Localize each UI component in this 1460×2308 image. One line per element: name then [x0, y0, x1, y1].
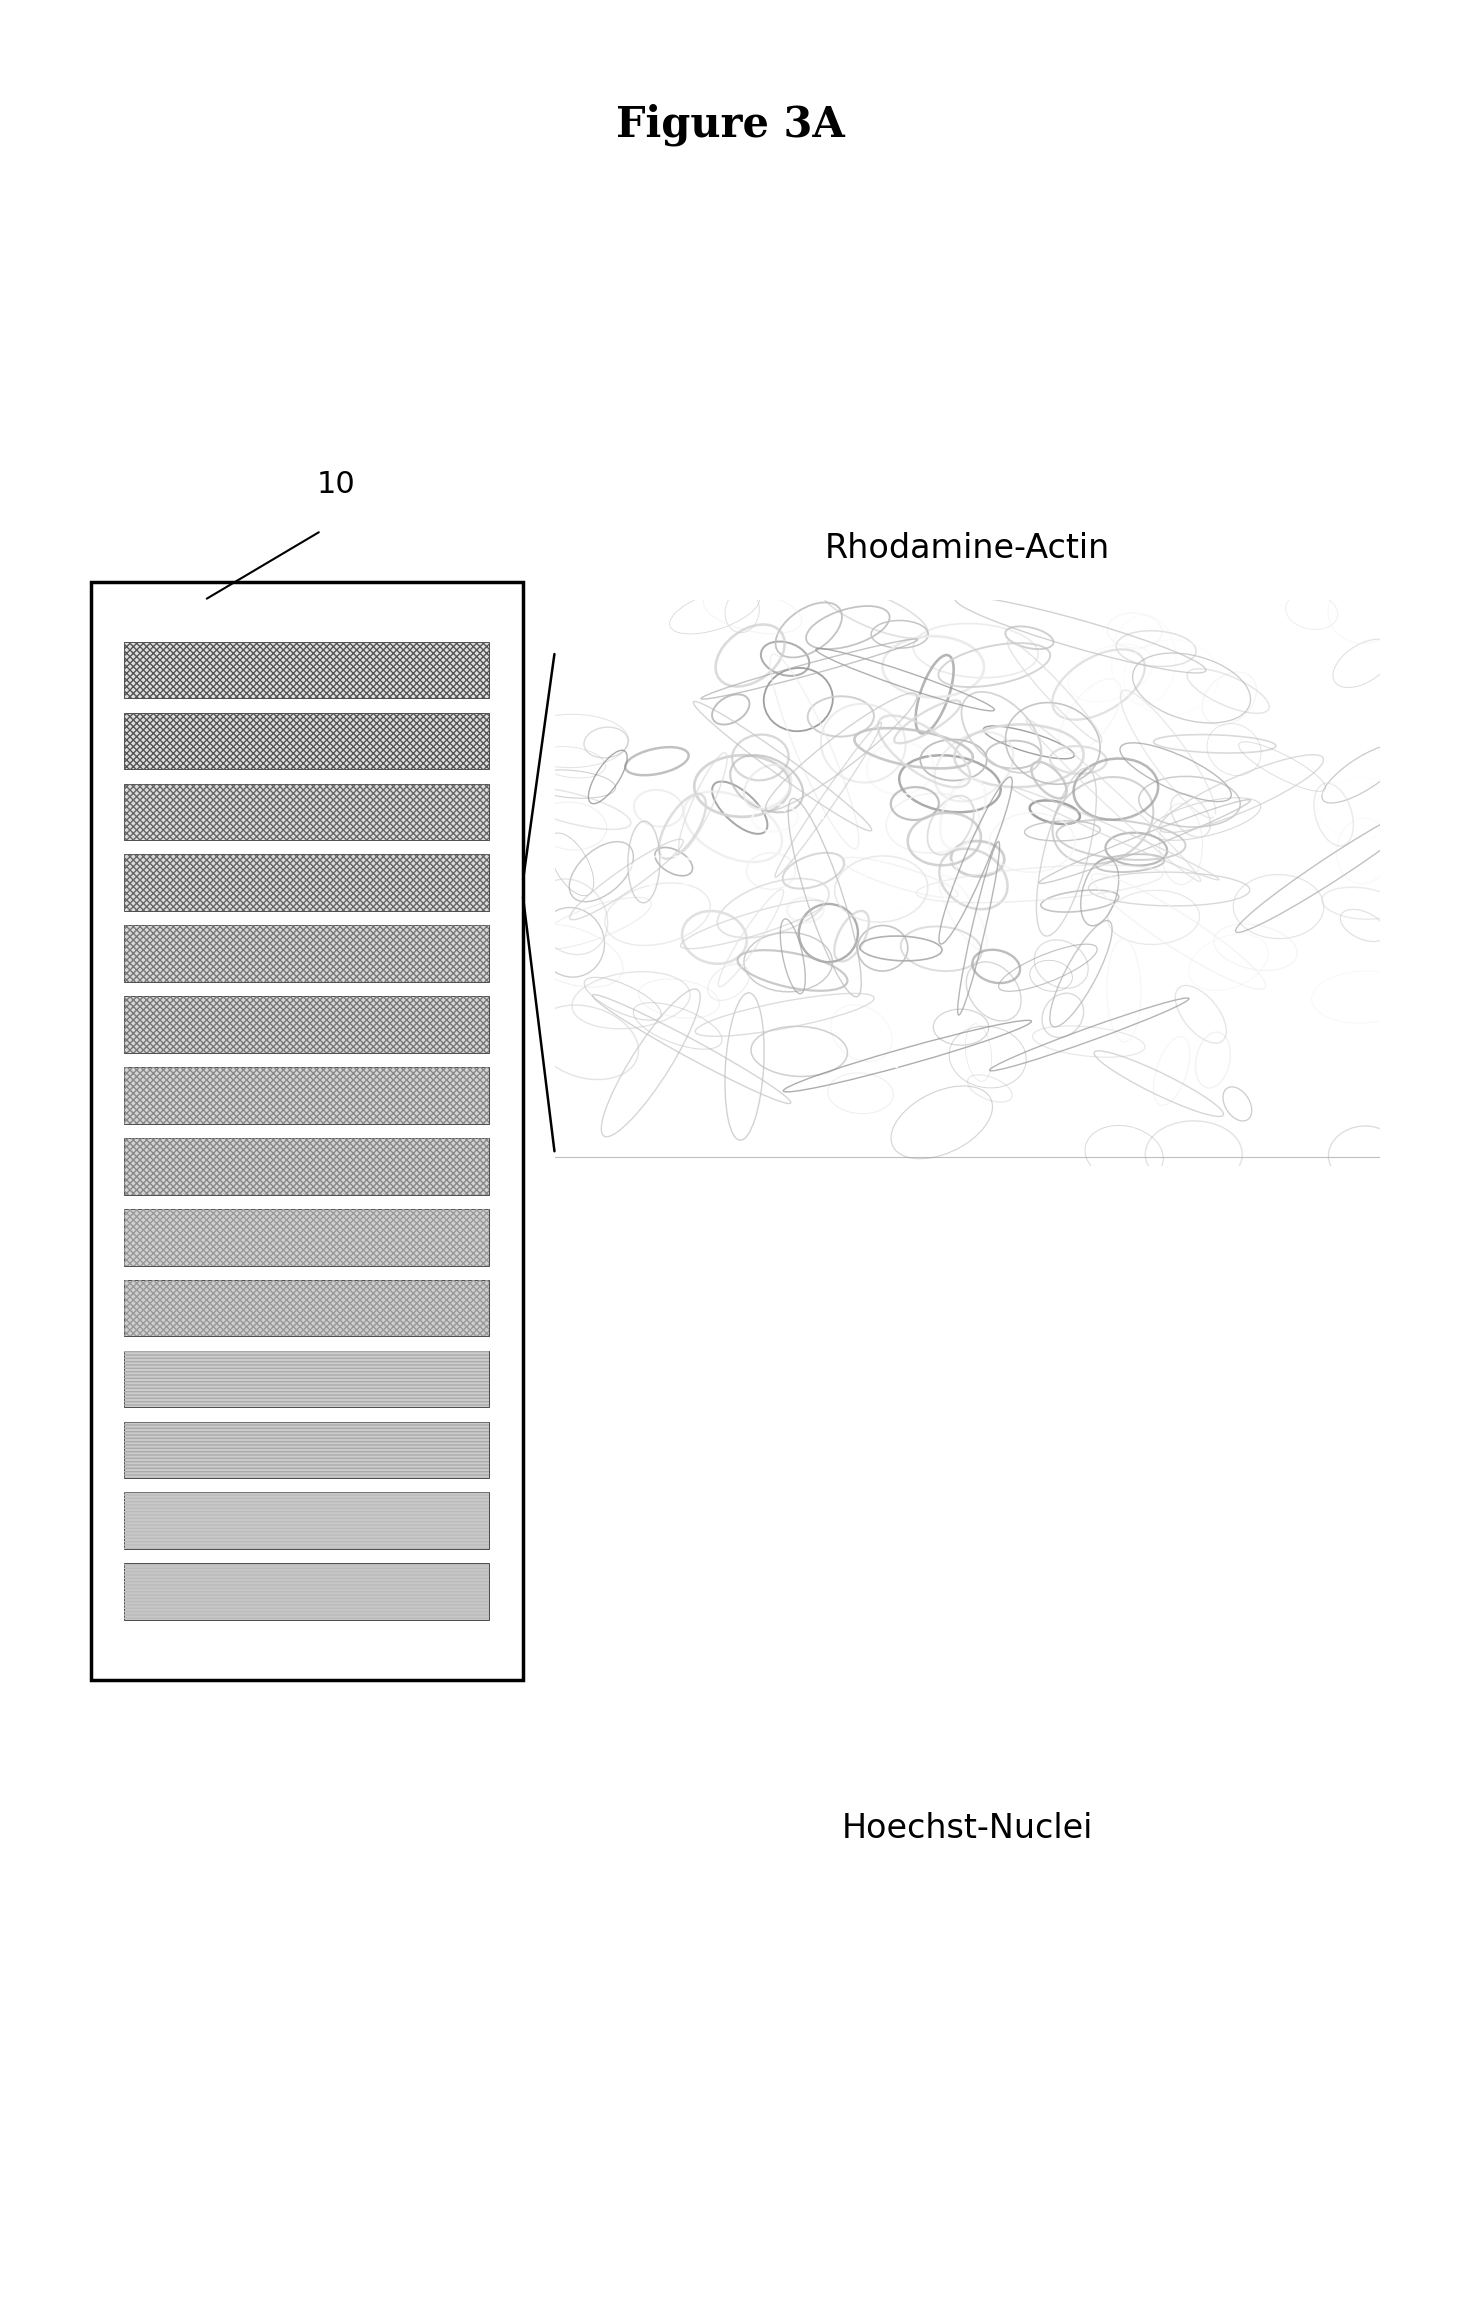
Ellipse shape — [971, 1322, 1012, 1346]
Ellipse shape — [1016, 1569, 1042, 1588]
Ellipse shape — [585, 1606, 618, 1629]
Ellipse shape — [875, 1470, 905, 1486]
Ellipse shape — [826, 1516, 861, 1537]
Bar — [124, 1563, 489, 1620]
Bar — [124, 642, 489, 699]
Ellipse shape — [1273, 1456, 1308, 1489]
Bar — [124, 1279, 489, 1336]
Text: Rhodamine-Actin: Rhodamine-Actin — [825, 533, 1110, 565]
Ellipse shape — [1177, 1703, 1199, 1722]
Bar — [124, 1350, 489, 1408]
Ellipse shape — [885, 1646, 905, 1662]
Bar — [124, 1209, 489, 1265]
Ellipse shape — [1158, 1701, 1183, 1726]
Ellipse shape — [1077, 1290, 1110, 1306]
Text: Hoechst-Nuclei: Hoechst-Nuclei — [841, 1812, 1094, 1844]
Ellipse shape — [1291, 1380, 1318, 1389]
Ellipse shape — [990, 1431, 1029, 1454]
Bar — [124, 1350, 489, 1408]
Ellipse shape — [1223, 1671, 1251, 1706]
Ellipse shape — [1285, 1565, 1320, 1581]
Ellipse shape — [809, 1484, 850, 1505]
Ellipse shape — [629, 1496, 661, 1523]
Bar — [124, 854, 489, 912]
Ellipse shape — [1004, 1692, 1038, 1722]
Bar — [124, 1422, 489, 1479]
Ellipse shape — [1238, 1551, 1261, 1567]
Ellipse shape — [924, 1618, 958, 1639]
Bar — [124, 713, 489, 769]
Ellipse shape — [1223, 1597, 1278, 1623]
Bar — [124, 713, 489, 769]
Ellipse shape — [680, 1489, 711, 1512]
Bar — [124, 926, 489, 983]
Bar — [124, 854, 489, 912]
Ellipse shape — [1070, 1567, 1095, 1590]
Ellipse shape — [1212, 1551, 1257, 1576]
Ellipse shape — [692, 1569, 730, 1588]
Ellipse shape — [720, 1290, 743, 1309]
Ellipse shape — [869, 1389, 895, 1408]
Ellipse shape — [677, 1463, 692, 1486]
Ellipse shape — [1278, 1299, 1326, 1316]
Ellipse shape — [680, 1246, 717, 1274]
Ellipse shape — [788, 1627, 810, 1648]
Bar — [124, 1066, 489, 1124]
Ellipse shape — [1133, 1606, 1152, 1620]
Ellipse shape — [837, 1706, 882, 1736]
Bar — [91, 582, 523, 1680]
Ellipse shape — [1021, 1569, 1038, 1590]
Ellipse shape — [962, 1346, 999, 1371]
Ellipse shape — [1142, 1613, 1188, 1634]
Text: Figure 3A: Figure 3A — [616, 104, 844, 145]
Bar — [124, 1563, 489, 1620]
Ellipse shape — [768, 1574, 806, 1599]
Bar — [124, 785, 489, 840]
Ellipse shape — [943, 1498, 968, 1521]
Bar — [124, 1209, 489, 1265]
Bar — [124, 1493, 489, 1549]
Ellipse shape — [1229, 1514, 1266, 1537]
Bar — [124, 785, 489, 840]
Bar — [124, 997, 489, 1052]
Ellipse shape — [715, 1297, 768, 1320]
Bar — [124, 1066, 489, 1124]
Ellipse shape — [1028, 1634, 1075, 1664]
Text: 10: 10 — [317, 471, 355, 499]
Ellipse shape — [1038, 1216, 1082, 1242]
Ellipse shape — [699, 1489, 742, 1505]
Ellipse shape — [1003, 1440, 1038, 1468]
Bar — [124, 1279, 489, 1336]
Ellipse shape — [1317, 1223, 1340, 1249]
Bar — [124, 997, 489, 1052]
Bar — [124, 1493, 489, 1549]
Ellipse shape — [1318, 1191, 1358, 1212]
Ellipse shape — [613, 1406, 639, 1419]
Ellipse shape — [823, 1602, 856, 1627]
Ellipse shape — [1308, 1232, 1334, 1251]
Ellipse shape — [860, 1449, 886, 1473]
Bar — [124, 926, 489, 983]
Ellipse shape — [1035, 1588, 1092, 1602]
Bar — [124, 1422, 489, 1479]
Ellipse shape — [660, 1530, 689, 1565]
Ellipse shape — [631, 1191, 663, 1214]
Bar — [124, 1138, 489, 1196]
Ellipse shape — [856, 1708, 882, 1736]
Ellipse shape — [1209, 1664, 1247, 1680]
Ellipse shape — [835, 1459, 870, 1493]
Ellipse shape — [759, 1590, 809, 1609]
Ellipse shape — [1292, 1198, 1317, 1230]
Bar — [124, 1138, 489, 1196]
Ellipse shape — [790, 1599, 842, 1627]
Ellipse shape — [623, 1475, 661, 1498]
Ellipse shape — [882, 1507, 908, 1533]
Bar — [124, 642, 489, 699]
